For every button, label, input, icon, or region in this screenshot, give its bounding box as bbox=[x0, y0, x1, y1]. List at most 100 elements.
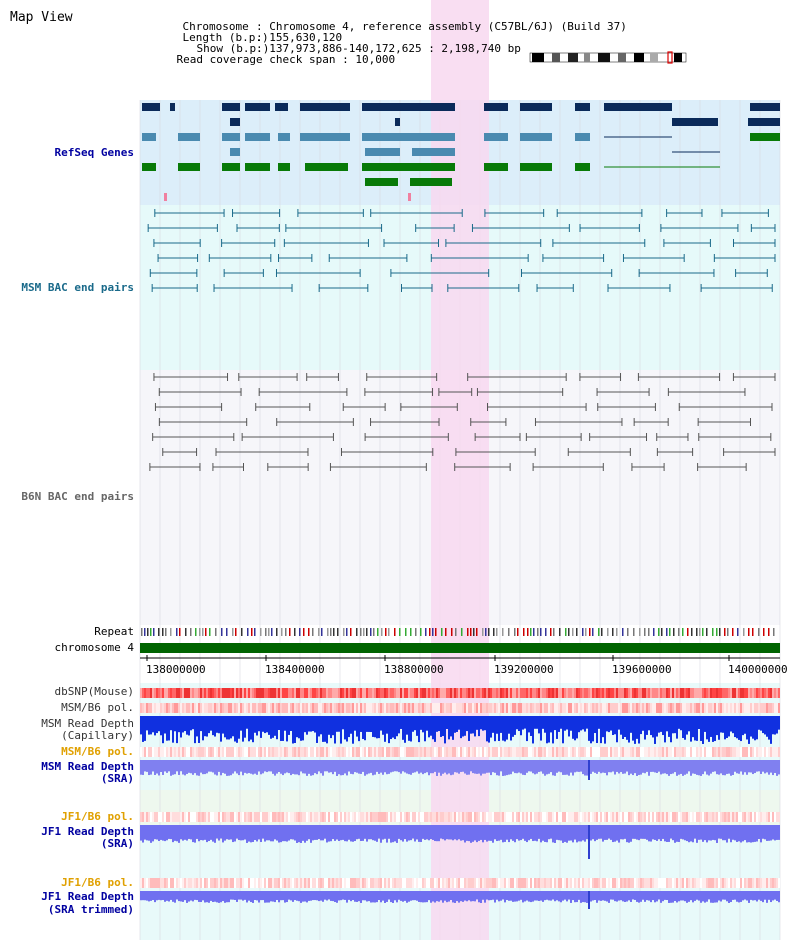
heat-cell bbox=[344, 878, 346, 888]
msm-b6-pol-2-label[interactable]: MSM/B6 pol. bbox=[61, 745, 134, 758]
heat-cell bbox=[734, 703, 736, 713]
jf1-b6-pol-label[interactable]: JF1/B6 pol. bbox=[61, 810, 134, 823]
heat-cell bbox=[498, 812, 500, 822]
repeat-label[interactable]: Repeat bbox=[94, 625, 134, 638]
depth-bar bbox=[576, 716, 578, 739]
heat-cell bbox=[586, 812, 588, 822]
heat-cell bbox=[336, 812, 338, 822]
heat-cell bbox=[644, 812, 646, 822]
b6n-bac-label[interactable]: B6N BAC end pairs bbox=[21, 490, 134, 503]
msm-read-depth-cap-label[interactable]: MSM Read Depth bbox=[41, 717, 134, 730]
heat-cell bbox=[470, 747, 472, 757]
heat-cell bbox=[634, 703, 636, 713]
heat-cell bbox=[316, 703, 318, 713]
heat-cell bbox=[370, 688, 372, 698]
heat-cell bbox=[682, 703, 684, 713]
heat-cell bbox=[164, 812, 166, 822]
heat-cell bbox=[650, 747, 652, 757]
heat-cell bbox=[476, 703, 478, 713]
heat-cell bbox=[624, 747, 626, 757]
depth-bar bbox=[368, 891, 370, 902]
depth-bar bbox=[464, 760, 466, 774]
heat-cell bbox=[440, 878, 442, 888]
heat-cell bbox=[680, 688, 682, 698]
depth-bar bbox=[458, 760, 460, 774]
msm-read-depth-sra-label[interactable]: MSM Read Depth bbox=[41, 760, 134, 773]
depth-bar bbox=[186, 716, 188, 735]
depth-bar bbox=[762, 825, 764, 839]
heat-cell bbox=[210, 703, 212, 713]
heat-cell bbox=[242, 688, 244, 698]
chromosome-value: Chromosome 4, reference assembly (C57BL/… bbox=[269, 20, 627, 33]
heat-cell bbox=[560, 812, 562, 822]
heat-cell bbox=[628, 688, 630, 698]
repeat-mark bbox=[346, 628, 348, 636]
heat-cell bbox=[228, 747, 230, 757]
depth-bar bbox=[360, 760, 362, 774]
depth-bar bbox=[238, 716, 240, 739]
heat-cell bbox=[506, 688, 508, 698]
heat-cell bbox=[212, 878, 214, 888]
jf1-b6-pol-2-label[interactable]: JF1/B6 pol. bbox=[61, 876, 134, 889]
heat-cell bbox=[508, 878, 510, 888]
depth-bar bbox=[774, 891, 776, 900]
heat-cell bbox=[270, 747, 272, 757]
heat-cell bbox=[418, 878, 420, 888]
depth-bar bbox=[166, 891, 168, 901]
depth-bar bbox=[382, 760, 384, 775]
heat-cell bbox=[384, 703, 386, 713]
depth-bar bbox=[704, 716, 706, 732]
depth-bar bbox=[498, 716, 500, 741]
depth-bar bbox=[322, 891, 324, 902]
heat-cell bbox=[388, 747, 390, 757]
depth-bar bbox=[664, 760, 666, 774]
depth-bar bbox=[598, 716, 600, 729]
heat-cell bbox=[238, 878, 240, 888]
depth-bar bbox=[238, 825, 240, 841]
depth-bar bbox=[672, 716, 674, 734]
depth-bar bbox=[156, 825, 158, 840]
heat-cell bbox=[152, 703, 154, 713]
chromosome-track-label[interactable]: chromosome 4 bbox=[54, 641, 134, 654]
depth-bar bbox=[264, 891, 266, 903]
depth-bar bbox=[282, 891, 284, 901]
heat-cell bbox=[486, 878, 488, 888]
heat-cell bbox=[538, 688, 540, 698]
depth-bar bbox=[458, 825, 460, 840]
jf1-read-depth-trim-label[interactable]: JF1 Read Depth bbox=[41, 890, 134, 903]
depth-bar bbox=[698, 825, 700, 840]
heat-cell bbox=[438, 747, 440, 757]
heat-cell bbox=[258, 688, 260, 698]
depth-bar bbox=[476, 760, 478, 774]
heat-cell bbox=[408, 688, 410, 698]
heat-cell bbox=[480, 703, 482, 713]
depth-bar bbox=[540, 891, 542, 901]
depth-bar bbox=[760, 825, 762, 843]
heat-cell bbox=[592, 688, 594, 698]
heat-cell bbox=[668, 688, 670, 698]
dbsnp-label[interactable]: dbSNP(Mouse) bbox=[54, 685, 134, 698]
heat-cell bbox=[144, 703, 146, 713]
msm-bac-label[interactable]: MSM BAC end pairs bbox=[21, 281, 134, 294]
depth-bar bbox=[320, 825, 322, 841]
depth-bar bbox=[302, 760, 304, 774]
refseq-genes-label[interactable]: RefSeq Genes bbox=[54, 146, 134, 159]
depth-bar bbox=[418, 760, 420, 774]
depth-bar bbox=[484, 891, 486, 903]
depth-bar bbox=[206, 891, 208, 903]
msm-b6-pol-label[interactable]: MSM/B6 pol. bbox=[61, 701, 134, 714]
depth-bar bbox=[292, 825, 294, 840]
repeat-mark bbox=[517, 628, 519, 636]
jf1-read-depth-label[interactable]: JF1 Read Depth bbox=[41, 825, 134, 838]
heat-cell bbox=[496, 703, 498, 713]
heat-cell bbox=[488, 747, 490, 757]
heat-cell bbox=[626, 812, 628, 822]
heat-cell bbox=[440, 703, 442, 713]
heat-cell bbox=[720, 703, 722, 713]
depth-bar bbox=[162, 716, 164, 744]
heat-cell bbox=[534, 703, 536, 713]
repeat-mark bbox=[337, 628, 339, 636]
depth-bar bbox=[462, 716, 464, 737]
heat-cell bbox=[222, 703, 224, 713]
